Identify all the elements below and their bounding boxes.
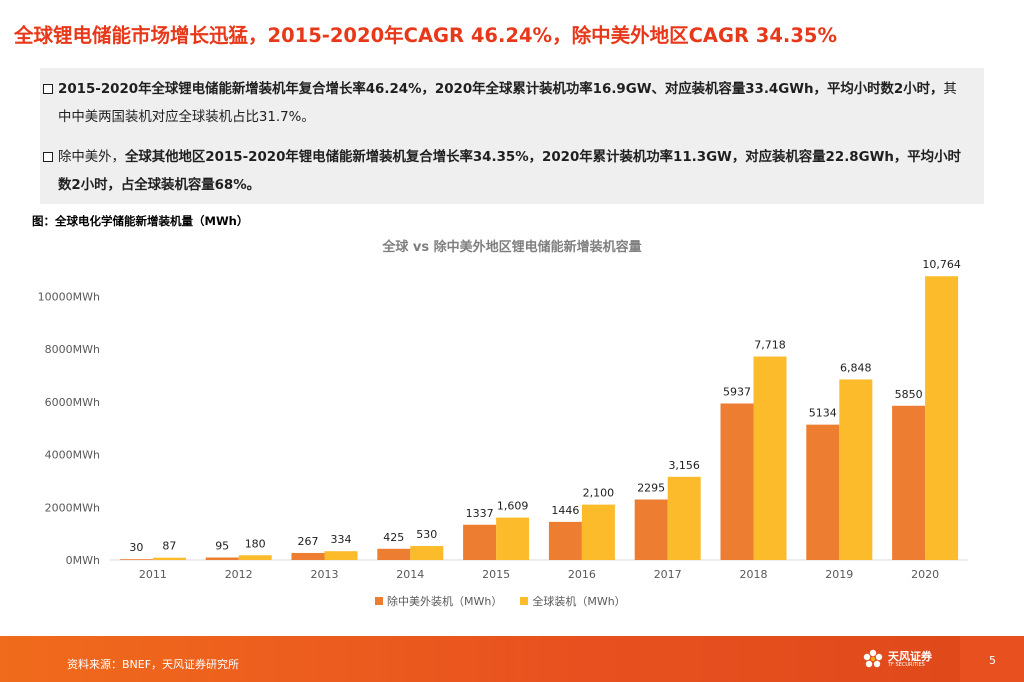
summary-bullet-1: 2015-2020年全球锂电储能新增装机年复合增长率46.24%，2020年全球… — [40, 76, 970, 132]
bar-excl — [205, 557, 239, 560]
legend-item-excl: 除中美外装机（MWh） — [375, 593, 502, 609]
data-label: 2295 — [637, 481, 665, 494]
footer-bar — [0, 636, 1024, 682]
x-tick-label: 2020 — [911, 568, 939, 581]
data-label: 1337 — [466, 507, 494, 520]
bullet-2-bold: 全球其他地区2015-2020年锂电储能新增装机复合增长率34.35%，2020… — [58, 150, 961, 193]
page-number: 5 — [989, 654, 996, 667]
summary-box: 2015-2020年全球锂电储能新增装机年复合增长率46.24%，2020年全球… — [40, 68, 984, 204]
bar-global — [753, 356, 787, 560]
x-tick-label: 2012 — [225, 568, 253, 581]
bar-global — [410, 546, 444, 560]
chart-title: 全球 vs 除中美外地区锂电储能新增装机容量 — [382, 240, 642, 255]
bar-excl — [634, 499, 668, 560]
logo-name: 天风证券 — [888, 649, 932, 663]
page-title: 全球锂电储能市场增长迅猛，2015-2020年CAGR 46.24%，除中美外地… — [14, 24, 837, 47]
y-tick-label: 2000MWh — [45, 501, 100, 514]
y-tick-label: 8000MWh — [45, 343, 100, 356]
legend-item-global: 全球装机（MWh） — [520, 593, 626, 609]
figure-caption: 图：全球电化学储能新增装机量（MWh） — [32, 214, 249, 228]
data-label: 1446 — [551, 504, 579, 517]
bar-global — [324, 551, 358, 560]
data-label: 1,609 — [497, 500, 529, 513]
data-label: 425 — [383, 531, 404, 544]
legend-label-excl: 除中美外装机（MWh） — [387, 595, 503, 608]
data-label: 5937 — [723, 385, 751, 398]
bar-global — [496, 517, 530, 560]
x-tick-label: 2011 — [139, 568, 167, 581]
x-tick-label: 2013 — [311, 568, 339, 581]
x-tick-label: 2019 — [825, 568, 853, 581]
data-label: 10,764 — [922, 258, 961, 271]
checkbox-square-icon — [43, 84, 53, 94]
data-label: 2,100 — [583, 487, 615, 500]
data-label: 5134 — [809, 407, 837, 420]
bar-global — [667, 476, 701, 560]
footer-source: 资料来源：BNEF，天风证券研究所 — [67, 658, 240, 671]
data-label: 180 — [245, 537, 266, 550]
bullet-1-bold: 2015-2020年全球锂电储能新增装机年复合增长率46.24%，2020年全球… — [58, 82, 944, 97]
summary-bullet-2: 除中美外，全球其他地区2015-2020年锂电储能新增装机复合增长率34.35%… — [40, 144, 970, 200]
y-tick-label: 6000MWh — [45, 396, 100, 409]
bar-global — [839, 379, 873, 560]
x-tick-label: 2014 — [396, 568, 424, 581]
data-label: 87 — [162, 540, 176, 553]
data-label: 6,848 — [840, 361, 872, 374]
bar-global — [925, 276, 959, 560]
company-logo: 天风证券 TF SECURITIES — [862, 648, 932, 670]
bar-excl — [119, 559, 153, 560]
bar-global — [581, 504, 615, 560]
data-label: 530 — [416, 528, 437, 541]
data-label: 267 — [298, 535, 319, 548]
bullet-1-normal: 其中中美两国装机对应全球装机占比31.7%。 — [58, 82, 957, 125]
x-tick-label: 2015 — [482, 568, 510, 581]
legend-swatch-excl — [375, 597, 383, 605]
bar-excl — [377, 548, 411, 560]
legend-label-global: 全球装机（MWh） — [532, 595, 626, 608]
bar-excl — [463, 524, 497, 560]
bar-global — [238, 555, 272, 560]
bar-excl — [892, 405, 926, 560]
data-label: 30 — [129, 541, 143, 554]
flower-logo-icon — [863, 649, 883, 668]
data-label: 7,718 — [754, 339, 786, 352]
bar-global — [152, 557, 186, 560]
data-label: 5850 — [895, 388, 923, 401]
x-tick-label: 2018 — [740, 568, 768, 581]
data-label: 95 — [215, 539, 229, 552]
y-tick-label: 4000MWh — [45, 449, 100, 462]
y-tick-label: 10000MWh — [38, 290, 100, 303]
x-tick-label: 2017 — [654, 568, 682, 581]
bar-excl — [806, 424, 840, 560]
data-label: 334 — [331, 533, 352, 546]
chart-legend: 除中美外装机（MWh） 全球装机（MWh） — [375, 593, 626, 609]
x-tick-label: 2016 — [568, 568, 596, 581]
bar-excl — [291, 552, 325, 560]
bar-chart: 0MWh 2000MWh 4000MWh 6000MWh 8000MWh 10000MWh… — [38, 258, 968, 581]
legend-swatch-global — [520, 597, 529, 605]
y-tick-label: 0MWh — [66, 554, 100, 567]
bullet-2-normal: 除中美外， — [58, 150, 125, 165]
checkbox-square-icon — [43, 152, 53, 162]
logo-sub: TF SECURITIES — [888, 661, 925, 668]
bar-excl — [548, 521, 582, 560]
bar-excl — [720, 403, 754, 560]
data-label: 3,156 — [668, 459, 700, 472]
